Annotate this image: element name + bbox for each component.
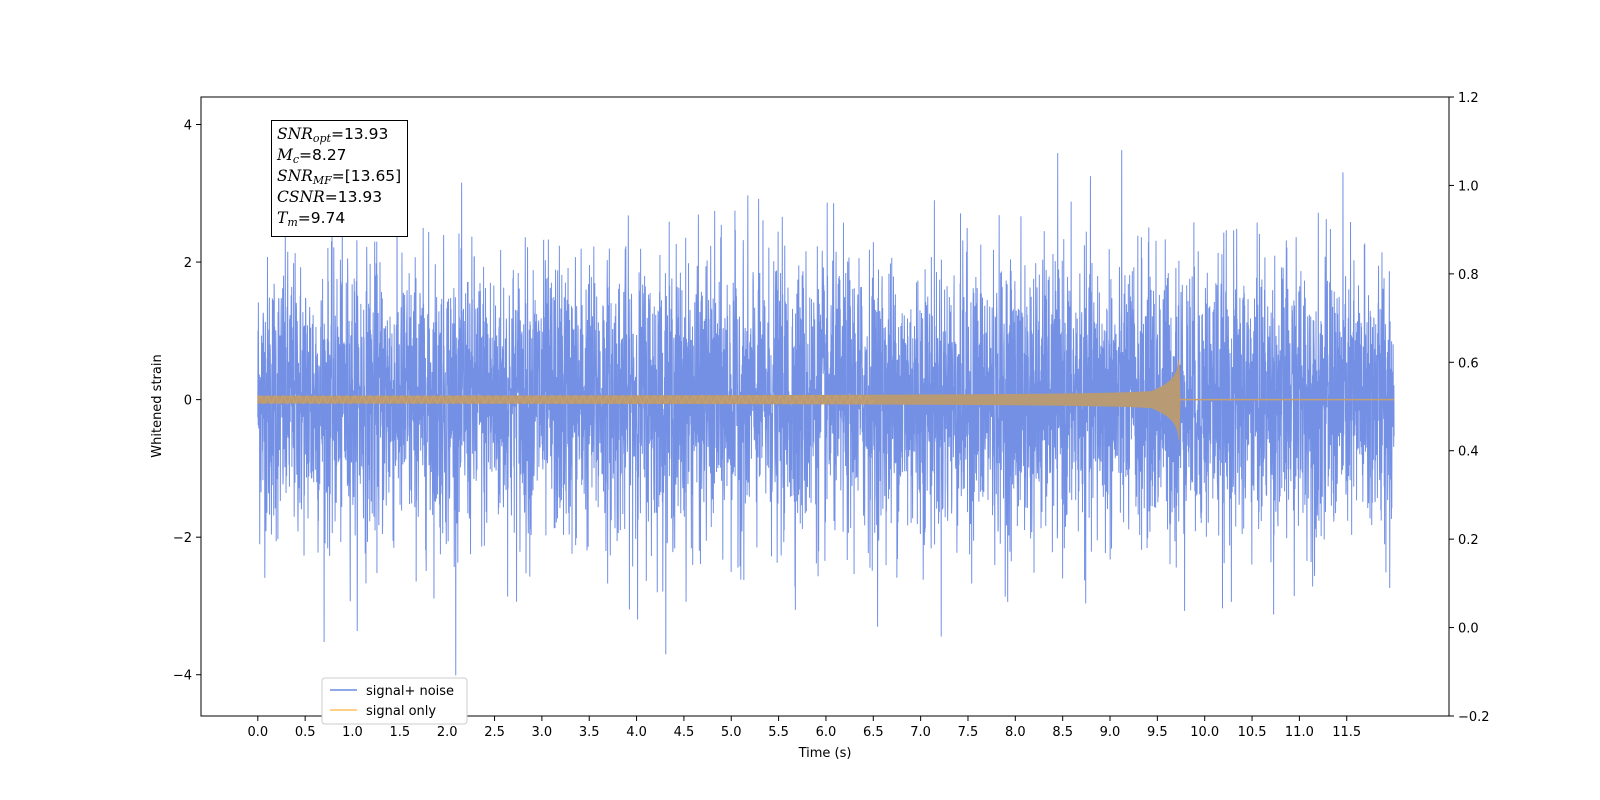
- x-tick-label: 5.0: [721, 725, 742, 740]
- annotation-snr-mf: SNRMF=[13.65]: [277, 167, 402, 187]
- y2-tick-label: 1.0: [1458, 179, 1479, 194]
- series-signal-only-carrier: [257, 395, 874, 405]
- y-axis-left: 4 2 0 −2 −4: [173, 119, 201, 684]
- y2-tick-label: 0.4: [1458, 445, 1479, 460]
- x-tick-label: 5.5: [768, 725, 789, 740]
- x-tick-label: 3.5: [579, 725, 600, 740]
- plot-frame: [200, 96, 1450, 717]
- y2-tick-label: 0.0: [1458, 622, 1479, 637]
- y-tick-label: −2: [173, 531, 192, 546]
- x-axis-label: Time (s): [798, 746, 852, 761]
- annotation-csnr: CSNR=13.93: [277, 188, 383, 206]
- x-tick-label: 9.0: [1100, 725, 1121, 740]
- x-axis: 0.0 0.5 1.0 1.5 2.0 2.5 3.0 3.5 4.0 4.5 5.0 5.5 6.0 6…: [247, 716, 1361, 740]
- x-tick-label: 7.5: [958, 725, 979, 740]
- y-tick-label: 2: [184, 256, 192, 271]
- x-tick-label: 6.5: [863, 725, 884, 740]
- plot-series: [257, 150, 1395, 676]
- x-tick-label: 0.0: [247, 725, 268, 740]
- x-tick-label: 6.0: [816, 725, 837, 740]
- y-tick-label: 4: [184, 119, 192, 134]
- x-tick-label: 3.0: [532, 725, 553, 740]
- x-tick-label: 4.0: [626, 725, 647, 740]
- x-tick-label: 11.5: [1332, 725, 1361, 740]
- legend: signal+ noise signal only: [321, 677, 468, 725]
- x-tick-label: 8.5: [1052, 725, 1073, 740]
- x-tick-label: 2.5: [484, 725, 505, 740]
- x-tick-label: 0.5: [295, 725, 316, 740]
- y2-tick-label: 0.2: [1458, 533, 1479, 548]
- x-tick-label: 2.0: [437, 725, 458, 740]
- x-tick-label: 1.5: [390, 725, 411, 740]
- x-tick-label: 8.0: [1005, 725, 1026, 740]
- x-tick-label: 11.0: [1285, 725, 1314, 740]
- y-axis-label: Whitened strain: [150, 354, 165, 457]
- x-tick-label: 10.0: [1190, 725, 1219, 740]
- legend-box: [321, 677, 468, 725]
- series-signal-noise-line: [257, 150, 1395, 676]
- x-tick-label: 7.0: [910, 725, 931, 740]
- y-tick-label: −4: [173, 669, 192, 684]
- annotation-tm: Tm=9.74: [277, 209, 346, 229]
- annotation-snr-opt: SNRopt=13.93: [277, 125, 389, 145]
- legend-label-signal-only: signal only: [366, 704, 436, 719]
- stats-annotation-box: SNRopt=13.93 Mc=8.27 SNRMF=[13.65] CSNR=…: [271, 120, 408, 237]
- legend-label-signal-noise: signal+ noise: [366, 684, 454, 699]
- x-tick-label: 1.0: [342, 725, 363, 740]
- annotation-mc: Mc=8.27: [277, 146, 347, 166]
- x-tick-label: 9.5: [1147, 725, 1168, 740]
- y2-tick-label: 1.2: [1458, 91, 1479, 106]
- x-tick-label: 4.5: [674, 725, 695, 740]
- y-axis-right: 1.2 1.0 0.8 0.6 0.4 0.2 0.0 −0.2: [1449, 91, 1490, 725]
- y2-tick-label: −0.2: [1458, 710, 1490, 725]
- x-tick-label: 10.5: [1238, 725, 1267, 740]
- y2-tick-label: 0.8: [1458, 268, 1479, 283]
- y2-tick-label: 0.6: [1458, 356, 1479, 371]
- y-tick-label: 0: [184, 394, 192, 409]
